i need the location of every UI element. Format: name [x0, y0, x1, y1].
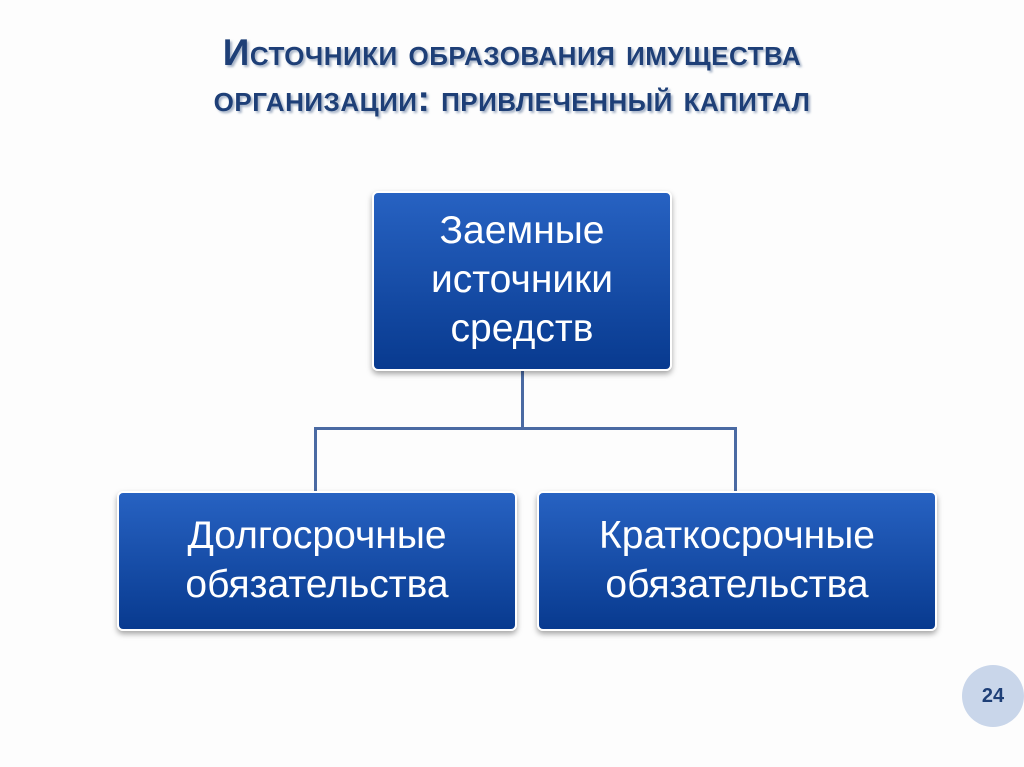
node-root-l1: Заемные — [439, 209, 604, 252]
node-root-l3: средств — [451, 307, 594, 350]
page-number-badge: 24 — [962, 665, 1024, 727]
node-root-label: Заемные источники средств — [431, 207, 613, 353]
node-root: Заемные источники средств — [372, 191, 672, 371]
node-left-label: Долгосрочные обязательства — [185, 512, 448, 610]
connector-horizontal — [314, 427, 734, 430]
connector-root-down — [521, 371, 524, 429]
node-root-l2: источники — [431, 258, 613, 301]
node-right-l2: обязательства — [605, 563, 868, 606]
page-number: 24 — [982, 685, 1004, 708]
node-left: Долгосрочные обязательства — [117, 491, 517, 631]
title-line-1: Источники образования имущества — [223, 32, 801, 73]
node-left-l2: обязательства — [185, 563, 448, 606]
node-right-l1: Краткосрочные — [599, 514, 875, 557]
org-tree-diagram: Заемные источники средств Долгосрочные о… — [55, 191, 969, 671]
title-line-2: организации: привлеченный капитал — [214, 78, 811, 119]
node-left-l1: Долгосрочные — [187, 514, 446, 557]
slide-title: Источники образования имущества организа… — [55, 30, 969, 123]
node-right-label: Краткосрочные обязательства — [599, 512, 875, 610]
node-right: Краткосрочные обязательства — [537, 491, 937, 631]
connector-left-down — [314, 427, 317, 491]
connector-right-down — [734, 427, 737, 491]
slide: Источники образования имущества организа… — [0, 0, 1024, 767]
